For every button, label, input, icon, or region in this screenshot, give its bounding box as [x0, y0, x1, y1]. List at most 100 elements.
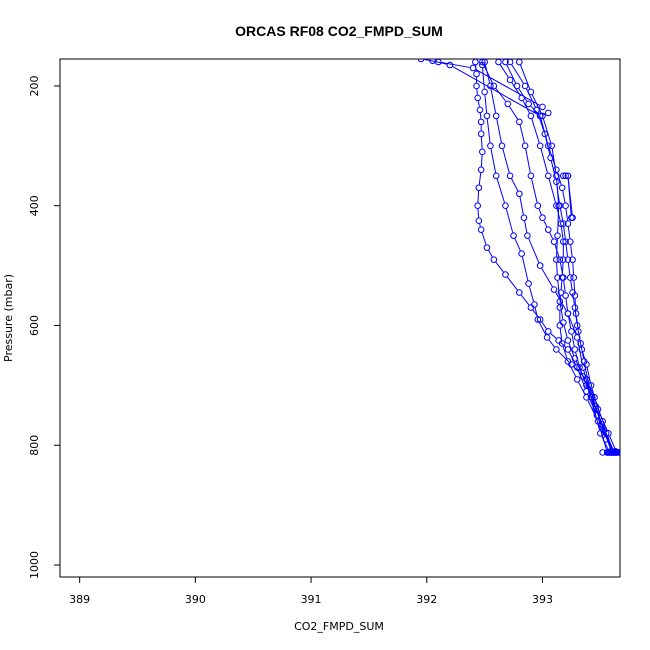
data-point	[502, 59, 509, 66]
data-point	[564, 220, 572, 227]
series-segment	[568, 364, 577, 377]
series-segment	[558, 351, 570, 363]
series-segment	[490, 148, 497, 173]
y-tick-label: 800	[28, 435, 41, 456]
series-segment	[484, 95, 488, 113]
x-axis-label: CO2_FMPD_SUM	[294, 620, 384, 633]
data-point	[521, 82, 529, 90]
series-segment	[531, 178, 538, 203]
y-axis: 200 400 600 800 1000	[28, 75, 61, 579]
data-point	[564, 172, 572, 180]
data-point	[569, 256, 576, 263]
series-segment	[592, 400, 601, 422]
series-segment	[578, 381, 586, 395]
series-segment	[441, 62, 470, 68]
x-tick-label: 389	[69, 593, 90, 606]
series-segment	[482, 68, 485, 89]
data-point	[591, 394, 598, 401]
data-point	[587, 382, 595, 389]
series-segment	[525, 148, 531, 173]
data-point	[575, 328, 582, 335]
series-segment	[477, 190, 480, 203]
x-tick-label: 391	[301, 593, 322, 606]
data-point	[550, 238, 558, 245]
data-point	[534, 202, 542, 210]
data-point	[521, 142, 529, 150]
series-segment	[519, 124, 525, 143]
data-point	[473, 70, 480, 78]
series-segment	[582, 352, 586, 362]
series-segment	[477, 208, 480, 218]
data-point	[492, 112, 500, 120]
series-segment	[514, 238, 521, 251]
data-point	[569, 289, 576, 296]
data-point	[429, 59, 436, 65]
series-segment	[534, 307, 538, 317]
data-point	[539, 112, 546, 120]
series-segment	[502, 148, 510, 173]
series-segment	[556, 172, 562, 185]
data-point	[588, 394, 596, 401]
data-point	[564, 346, 572, 353]
series-segment	[555, 292, 567, 311]
series-segment	[584, 364, 589, 383]
y-axis-label: Pressure (mbar)	[2, 274, 15, 362]
data-point	[506, 76, 514, 84]
data-point	[472, 59, 479, 66]
data-point	[564, 358, 572, 365]
series-segment	[538, 208, 542, 215]
series-segment	[556, 178, 559, 203]
data-point	[527, 88, 535, 96]
data-point	[417, 59, 425, 63]
series-segment	[520, 64, 531, 90]
series-segment	[537, 112, 545, 131]
data-point	[475, 217, 483, 224]
y-tick-label: 1000	[28, 551, 41, 579]
series-segment	[511, 178, 519, 192]
series-segment	[479, 113, 482, 119]
series-segment	[598, 424, 607, 450]
series-segment	[496, 118, 502, 143]
data-point	[553, 172, 560, 180]
series-7	[495, 59, 611, 456]
series-segment	[574, 310, 578, 323]
data-point	[504, 100, 512, 108]
data-point	[556, 256, 564, 263]
series-segment	[488, 250, 493, 258]
series-segment	[565, 208, 569, 221]
data-point	[483, 244, 491, 251]
series-segment	[575, 361, 583, 374]
series-segment	[480, 154, 483, 167]
series-segment	[538, 322, 547, 335]
data-point	[474, 94, 481, 102]
series-segment	[577, 328, 581, 341]
data-point	[479, 148, 486, 156]
series-segment	[587, 400, 598, 419]
data-point	[562, 172, 569, 180]
series-segment	[548, 339, 555, 348]
chart-title: ORCAS RF08 CO2_FMPD_SUM	[235, 23, 443, 39]
series-segment	[528, 286, 535, 302]
data-point	[555, 202, 562, 210]
series-segment	[548, 178, 557, 203]
data-point	[550, 286, 558, 293]
series-segment	[568, 343, 575, 356]
series-segment	[528, 238, 540, 263]
series-segment	[543, 220, 548, 228]
series-segment	[542, 118, 552, 143]
data-point	[474, 202, 481, 210]
data-point	[539, 214, 546, 221]
series-segment	[560, 280, 563, 290]
series-segment	[484, 64, 491, 83]
data-point	[527, 112, 535, 120]
series-segment	[476, 89, 478, 95]
series-segment	[570, 280, 573, 290]
data-point	[531, 301, 538, 308]
series-segment	[507, 276, 518, 291]
data-point	[534, 316, 542, 323]
data-point	[553, 256, 560, 263]
data-point	[524, 232, 531, 239]
data-point	[490, 256, 498, 263]
data-point	[479, 59, 486, 66]
